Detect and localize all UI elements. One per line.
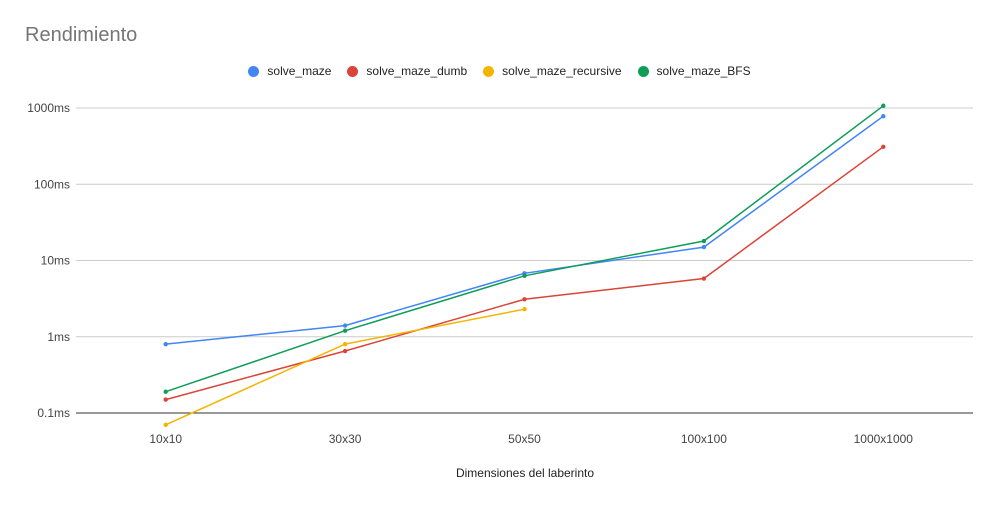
data-point-solve-maze-bfs[interactable]	[342, 328, 348, 333]
x-axis-title: Dimensiones del laberinto	[456, 466, 594, 480]
y-tick-label: 1000ms	[27, 101, 70, 115]
x-tick-label: 30x30	[329, 432, 362, 446]
legend-item-solve-maze-bfs[interactable]: solve_maze_BFS	[637, 64, 751, 78]
x-tick-label: 50x50	[508, 432, 541, 446]
legend-marker-solve-maze	[248, 65, 260, 77]
data-point-solve-maze-bfs[interactable]	[701, 238, 707, 244]
series-solve-maze-bfs	[163, 103, 886, 394]
series-lines	[163, 103, 886, 428]
legend-marker-solve-maze-bfs	[637, 65, 649, 77]
data-point-solve-maze-recursive[interactable]	[163, 422, 168, 428]
legend-item-solve-maze-recursive[interactable]: solve_maze_recursive	[483, 64, 622, 78]
series-solve-maze	[163, 114, 886, 347]
data-point-solve-maze-recursive[interactable]	[522, 306, 527, 312]
legend-marker-solve-maze-dumb	[347, 65, 359, 77]
x-tick-label: 100x100	[681, 432, 727, 446]
data-point-solve-maze[interactable]	[342, 323, 348, 328]
data-point-solve-maze-dumb[interactable]	[881, 144, 886, 149]
series-solve-maze-dumb	[163, 144, 886, 402]
y-tick-label: 0.1ms	[37, 406, 70, 420]
series-line-solve-maze-bfs	[165, 105, 884, 393]
data-point-solve-maze[interactable]	[163, 341, 168, 347]
legend-label-solve-maze-bfs: solve_maze_BFS	[656, 64, 751, 78]
data-point-solve-maze-dumb[interactable]	[522, 297, 527, 302]
y-tick-label: 10ms	[41, 254, 70, 268]
data-point-solve-maze-bfs[interactable]	[522, 273, 527, 279]
data-point-solve-maze-dumb[interactable]	[342, 348, 348, 354]
data-point-solve-maze[interactable]	[701, 244, 707, 250]
x-tick-label: 10x10	[149, 432, 182, 446]
legend-label-solve-maze-recursive: solve_maze_recursive	[502, 64, 622, 78]
y-axis-tick-labels: 0.1ms 1ms 10ms 100ms 1000ms	[27, 101, 70, 420]
legend-item-solve-maze[interactable]: solve_maze	[248, 64, 331, 78]
gridlines	[76, 107, 973, 414]
data-point-solve-maze-bfs[interactable]	[881, 103, 886, 108]
y-tick-label: 100ms	[34, 177, 70, 191]
data-point-solve-maze[interactable]	[881, 114, 886, 119]
legend: solve_maze solve_maze_dumb solve_maze_re…	[0, 64, 999, 78]
legend-label-solve-maze: solve_maze	[267, 64, 332, 78]
legend-label-solve-maze-dumb: solve_maze_dumb	[366, 64, 468, 78]
data-point-solve-maze-dumb[interactable]	[163, 397, 168, 402]
y-tick-label: 1ms	[47, 330, 70, 344]
series-solve-maze-recursive	[163, 306, 527, 428]
data-point-solve-maze-dumb[interactable]	[701, 276, 707, 281]
data-point-solve-maze-recursive[interactable]	[342, 341, 348, 347]
x-tick-label: 1000x1000	[854, 432, 914, 446]
chart-title: Rendimiento	[25, 24, 138, 46]
data-point-solve-maze-bfs[interactable]	[163, 389, 168, 394]
legend-marker-solve-maze-recursive	[483, 65, 495, 77]
x-axis-tick-labels: 10x10 30x30 50x50 100x100 1000x1000	[149, 432, 913, 446]
legend-item-solve-maze-dumb[interactable]: solve_maze_dumb	[347, 64, 467, 78]
